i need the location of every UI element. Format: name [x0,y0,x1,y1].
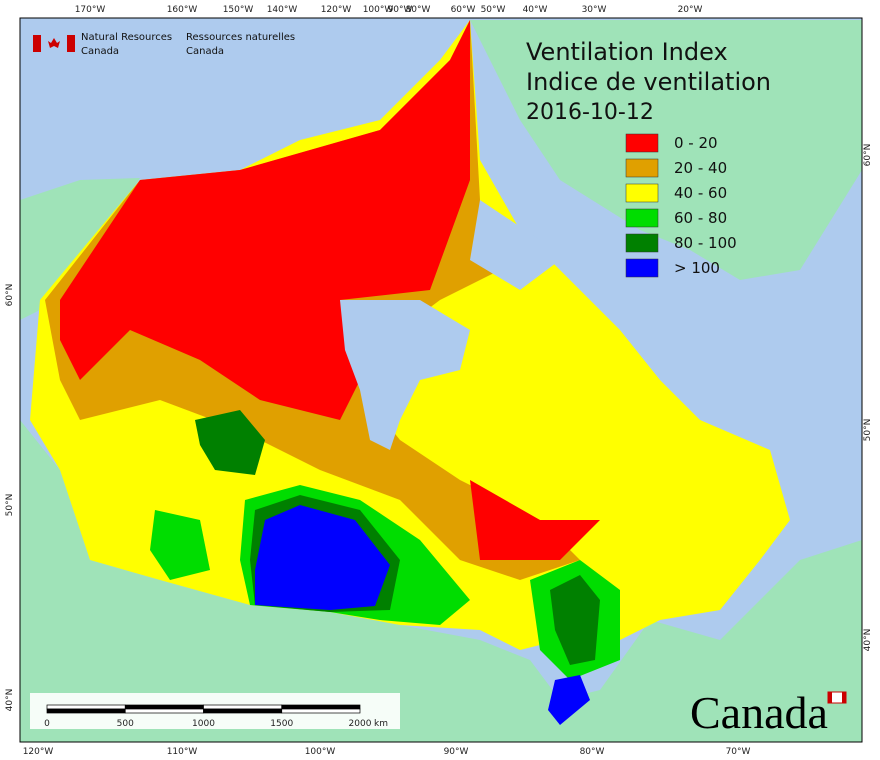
right-latitude: 50°N [863,419,873,442]
legend-swatch [625,208,659,228]
bottom-longitude: 90°W [444,747,469,757]
legend-swatch [625,183,659,203]
flag-bar [33,35,41,52]
left-latitude: 50°N [5,494,15,517]
zone-quebec [600,380,760,540]
top-longitude: 40°W [523,5,548,15]
top-longitude: 50°W [481,5,506,15]
top-longitude: 100°W [363,5,394,15]
zone-60-80-c [150,510,210,580]
date: 2016-10-12 [526,100,654,125]
agency-fr: Ressources naturelles [186,32,295,43]
top-longitude: 140°W [267,5,298,15]
legend-label: 80 - 100 [674,234,737,252]
right-latitude: 60°N [863,144,873,167]
scale-label: 1500 [270,719,293,729]
scale-segment [281,708,361,714]
legend-label: 60 - 80 [674,209,727,227]
top-longitude: 120°W [321,5,352,15]
scale-segment [281,704,361,710]
top-longitude: 170°W [75,5,106,15]
hudson-bay [340,300,470,450]
top-longitude: 80°W [406,5,431,15]
title: Indice de ventilation [526,68,771,96]
greenland [470,20,862,280]
top-longitude: 30°W [582,5,607,15]
top-longitude: 160°W [167,5,198,15]
bottom-longitude: 70°W [726,747,751,757]
wordmark-flag [842,692,846,703]
top-longitude: 60°W [451,5,476,15]
usa [20,420,862,742]
zone-over-100 [255,505,390,610]
scale-label: 500 [117,719,134,729]
legend-label: 20 - 40 [674,159,727,177]
wordmark-flag [828,692,832,703]
alaska [20,178,140,320]
legend-swatch [625,258,659,278]
left-latitude: 40°N [5,689,15,712]
agency-en: Canada [81,46,119,57]
zone-over-100-b [548,675,590,725]
top-longitude: 150°W [223,5,254,15]
legend-swatch [625,133,659,153]
scale-unit: km [374,719,388,729]
bottom-longitude: 110°W [167,747,198,757]
scale-segment [46,708,126,714]
bottom-longitude: 120°W [23,747,54,757]
maple-leaf [48,38,60,48]
scale-segment [203,708,283,714]
legend: 0 - 20 20 - 40 40 - 60 60 - 80 80 - 100 > 100 [625,133,737,278]
bottom-longitude: 80°W [580,747,605,757]
left-latitude: 60°N [5,284,15,307]
baffin-bay [470,200,560,290]
agency-en: Natural Resources [81,32,172,43]
zone-80-100-c [195,410,265,475]
graticule-labels: 170°W 160°W 150°W 140°W 120°W 100°W90°W80°W 60… [5,5,873,757]
scale-label: 1000 [192,719,215,729]
top-longitude: 90°W [388,5,413,15]
legend-label: > 100 [674,259,720,277]
scale-label: 0 [44,719,50,729]
scale-bar: 0 500 1000 1500 2000 km [30,693,400,729]
flag-bar [67,35,75,52]
legend-swatch [625,233,659,253]
top-longitude: 20°W [678,5,703,15]
map-frame [19,17,863,743]
wordmark: Canada [690,687,828,738]
title: Ventilation Index [526,38,728,66]
agency-fr: Canada [186,46,224,57]
scale-segment [124,708,204,714]
zone-0-20 [60,20,470,420]
legend-label: 0 - 20 [674,134,718,152]
scale-label: 2000 [349,719,372,729]
legend-label: 40 - 60 [674,184,727,202]
scale-segment [203,704,283,710]
right-latitude: 40°N [863,629,873,652]
zone-0-20-b [470,480,600,560]
scale-segment [124,704,204,710]
zone-80-100-b [550,575,600,665]
bottom-longitude: 100°W [305,747,336,757]
scale-segment [46,704,126,710]
legend-swatch [625,158,659,178]
